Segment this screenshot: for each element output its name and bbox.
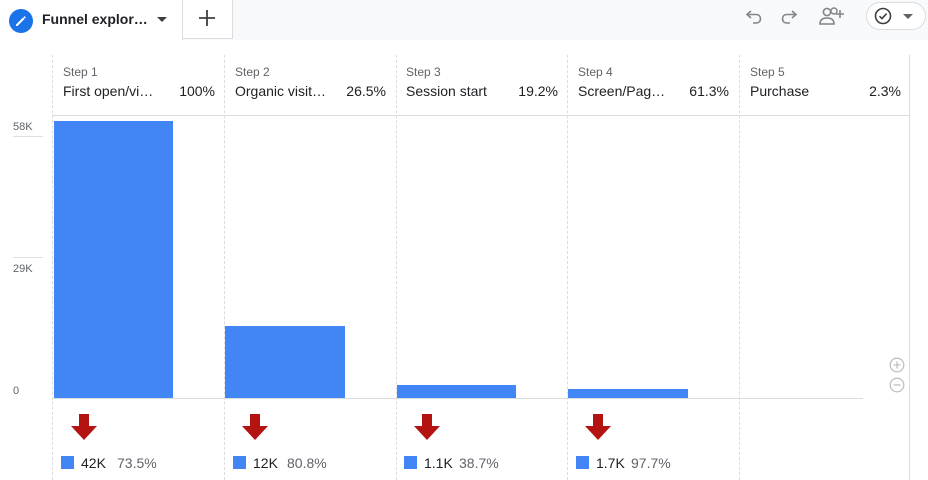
step-rate: 100%	[179, 83, 215, 99]
y-tick-label: 58K	[13, 121, 33, 133]
tab-label: Funnel explor…	[42, 11, 148, 27]
zoom-out-icon[interactable]	[889, 377, 905, 393]
funnel-bar[interactable]	[54, 121, 173, 398]
y-gridline	[13, 136, 43, 137]
add-tab-button[interactable]	[183, 0, 233, 39]
abandonment-rate: 97.7%	[631, 455, 671, 471]
step-separator	[224, 55, 225, 480]
abandonment-rate: 73.5%	[117, 455, 157, 471]
step-number: Step 5	[750, 65, 785, 79]
arrow-down-icon	[242, 414, 268, 440]
legend-swatch	[404, 456, 417, 469]
top-bar: Funnel explor…	[0, 0, 928, 40]
step-name[interactable]: Organic visit…	[235, 83, 327, 99]
funnel-bar[interactable]	[225, 326, 345, 398]
tab-funnel-exploration[interactable]: Funnel explor…	[0, 0, 183, 40]
step-rate: 61.3%	[689, 83, 729, 99]
abandonment-count[interactable]: 1.1K	[424, 455, 453, 471]
y-gridline	[13, 257, 43, 258]
pencil-icon	[9, 9, 33, 33]
y-tick-label: 0	[13, 385, 20, 397]
legend-swatch	[233, 456, 246, 469]
step-name[interactable]: Session start	[406, 83, 487, 99]
arrow-down-icon	[414, 414, 440, 440]
step-number: Step 2	[235, 65, 270, 79]
abandonment-count[interactable]: 12K	[253, 455, 278, 471]
y-tick-label: 29K	[13, 263, 33, 275]
step-rate: 19.2%	[518, 83, 558, 99]
plus-icon	[199, 10, 215, 26]
abandonment-count[interactable]: 1.7K	[596, 455, 625, 471]
x-baseline	[52, 398, 863, 399]
redo-icon[interactable]	[779, 6, 799, 26]
legend-swatch	[61, 456, 74, 469]
funnel-bar[interactable]	[568, 389, 688, 398]
chart-right-edge	[909, 55, 910, 480]
person-add-icon[interactable]	[818, 6, 846, 28]
chevron-down-icon[interactable]	[157, 17, 167, 22]
step-separator	[739, 55, 740, 480]
funnel-bar[interactable]	[397, 385, 516, 398]
undo-icon[interactable]	[744, 6, 764, 26]
step-rate: 26.5%	[346, 83, 386, 99]
abandonment-rate: 38.7%	[459, 455, 499, 471]
step-number: Step 3	[406, 65, 441, 79]
abandonment-count[interactable]: 42K	[81, 455, 106, 471]
step-rate: 2.3%	[869, 83, 901, 99]
step-number: Step 4	[578, 65, 613, 79]
step-name[interactable]: Screen/Page…	[578, 83, 672, 99]
step-name[interactable]: Purchase	[750, 83, 810, 99]
arrow-down-icon	[71, 414, 97, 440]
abandonment-rate: 80.8%	[287, 455, 327, 471]
legend-swatch	[576, 456, 589, 469]
chevron-down-icon	[903, 14, 913, 19]
header-divider	[52, 115, 910, 116]
step-number: Step 1	[63, 65, 98, 79]
check-circle-icon	[874, 7, 892, 25]
status-dropdown[interactable]	[866, 2, 926, 30]
zoom-in-icon[interactable]	[889, 357, 905, 373]
arrow-down-icon	[585, 414, 611, 440]
step-separator	[396, 55, 397, 480]
step-separator	[567, 55, 568, 480]
step-name[interactable]: First open/vi…	[63, 83, 154, 99]
chart-frame	[52, 55, 911, 480]
